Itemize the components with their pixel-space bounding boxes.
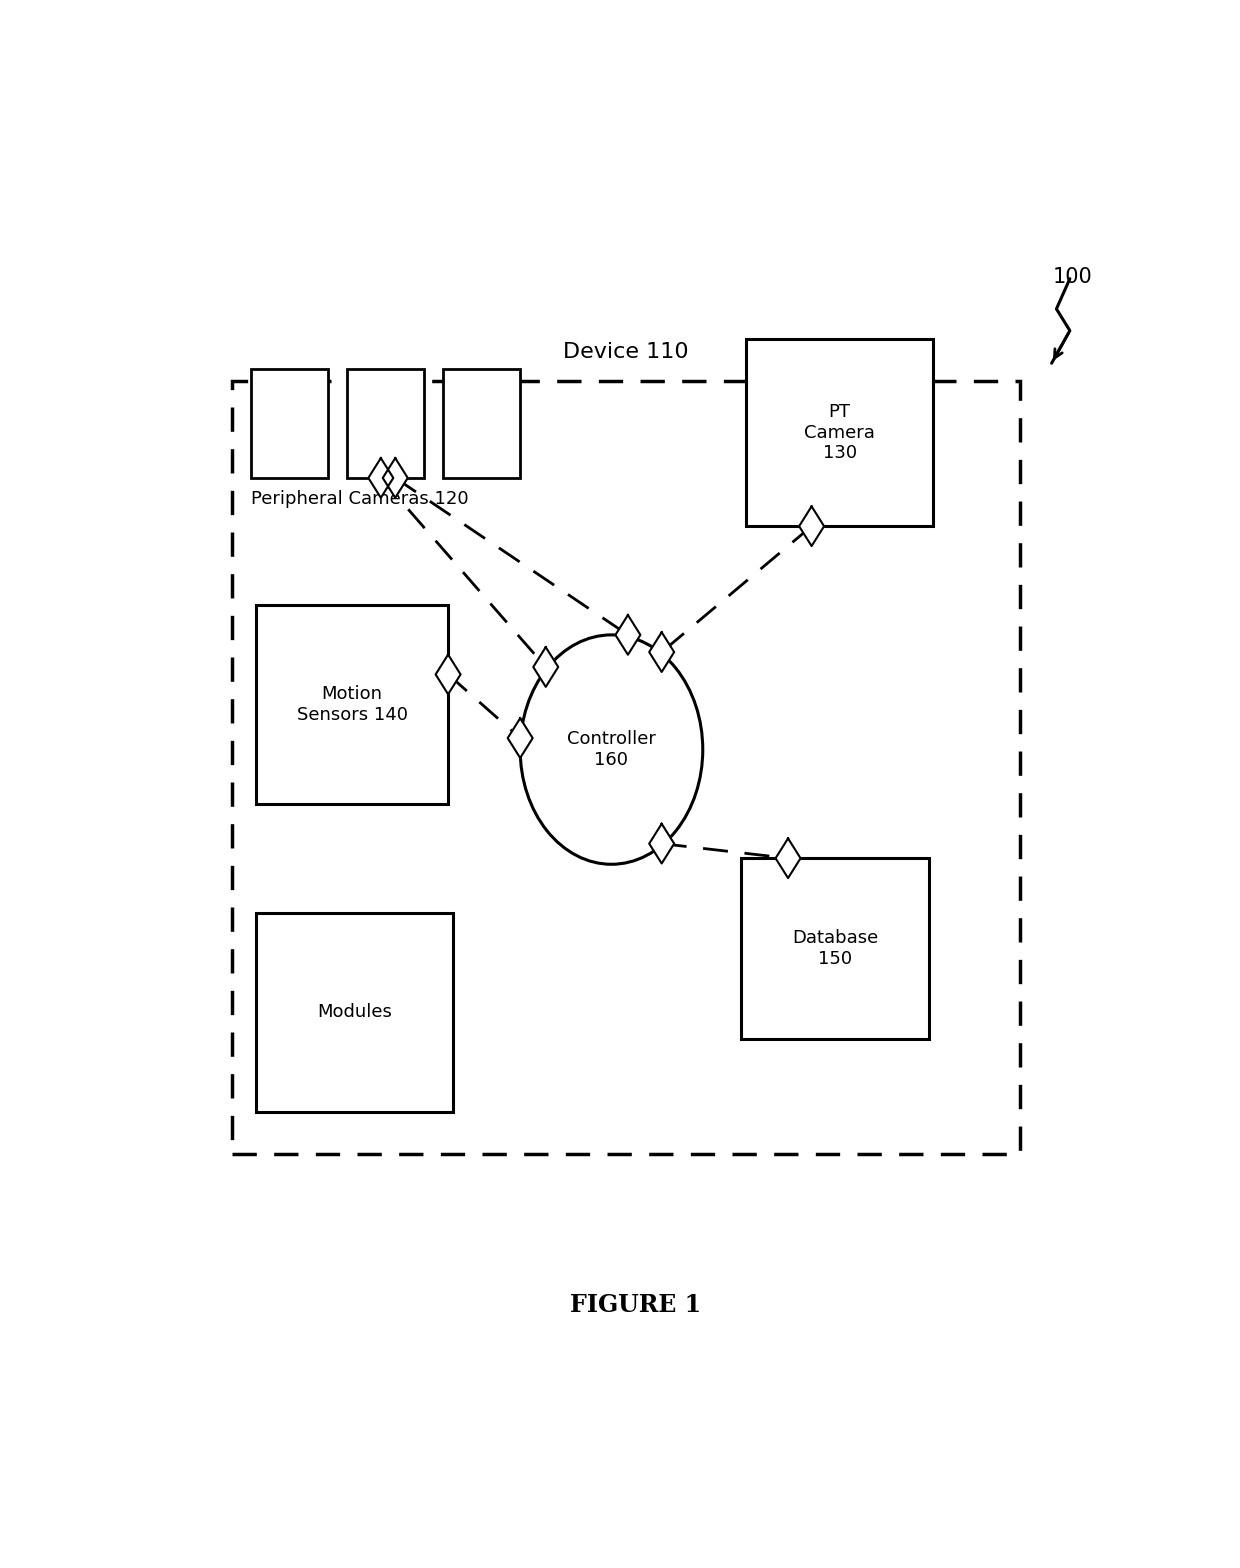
Bar <box>255 605 448 804</box>
Polygon shape <box>507 718 533 757</box>
Bar <box>742 858 929 1040</box>
Bar <box>746 339 934 527</box>
Polygon shape <box>533 648 558 687</box>
Polygon shape <box>650 823 675 864</box>
Text: Motion
Sensors 140: Motion Sensors 140 <box>296 685 408 724</box>
Polygon shape <box>435 654 460 695</box>
Bar <box>250 370 327 478</box>
Text: Peripheral Cameras 120: Peripheral Cameras 120 <box>250 489 469 508</box>
Bar <box>232 381 1019 1154</box>
Polygon shape <box>775 839 801 878</box>
Text: Database
150: Database 150 <box>792 930 878 967</box>
Text: Controller
160: Controller 160 <box>567 731 656 768</box>
Circle shape <box>521 635 703 864</box>
Polygon shape <box>615 615 640 655</box>
Text: PT
Camera
130: PT Camera 130 <box>805 403 875 463</box>
Polygon shape <box>383 458 408 497</box>
Text: Modules: Modules <box>317 1004 392 1021</box>
Bar <box>444 370 521 478</box>
Text: FIGURE 1: FIGURE 1 <box>570 1294 701 1317</box>
Polygon shape <box>650 632 675 673</box>
Polygon shape <box>368 458 393 497</box>
Text: Device 110: Device 110 <box>563 342 688 362</box>
Polygon shape <box>799 506 825 546</box>
Bar <box>255 913 453 1112</box>
Text: 100: 100 <box>1053 267 1092 287</box>
Bar <box>347 370 424 478</box>
